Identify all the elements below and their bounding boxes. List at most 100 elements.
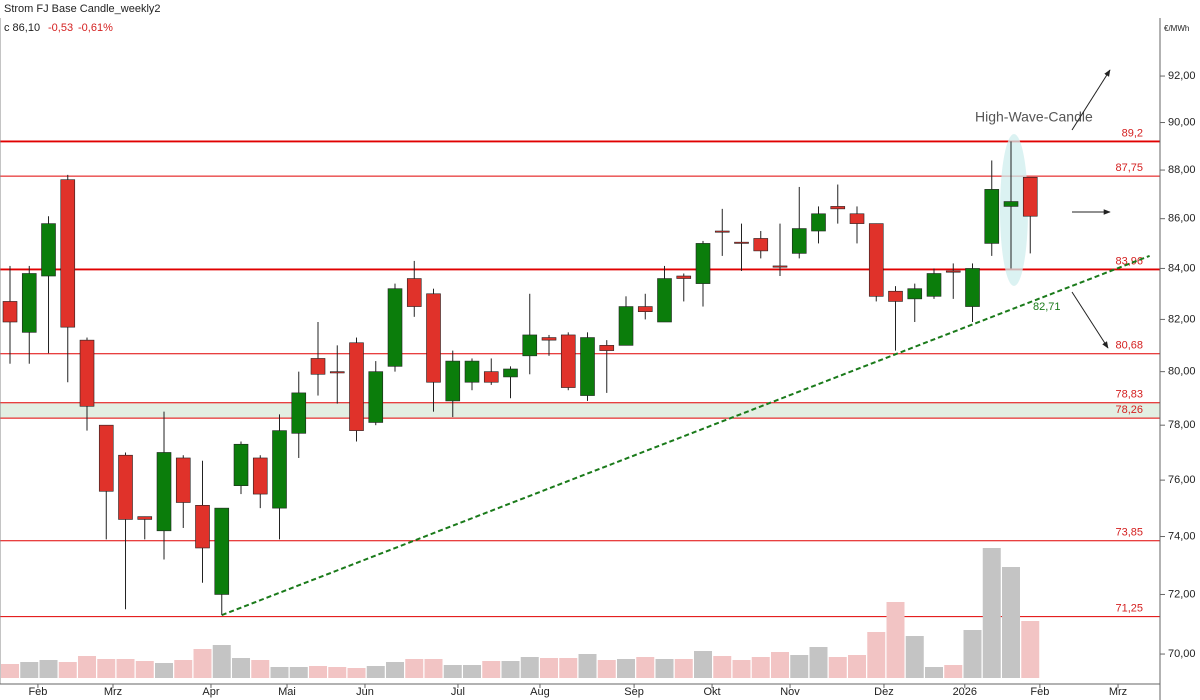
x-tick-label: Mrz <box>104 686 122 698</box>
candle-body <box>888 290 903 302</box>
volume-bar <box>1 664 20 678</box>
volume-bar <box>39 660 58 678</box>
candle-body <box>522 334 538 357</box>
candle-body <box>41 223 56 277</box>
volume-bar <box>78 656 97 678</box>
candle-body <box>464 360 480 383</box>
y-tick-label: 74,00 <box>1168 530 1196 542</box>
candle-body <box>310 358 326 375</box>
candle-body <box>734 241 749 244</box>
arrow-up <box>1071 69 1111 131</box>
volume-bar <box>366 666 385 678</box>
x-tick-label: Aug <box>530 686 550 698</box>
y-tick-label: 78,00 <box>1168 419 1196 431</box>
volume-bar <box>232 658 251 678</box>
volume-bar <box>559 658 578 678</box>
volume-bar <box>289 667 308 678</box>
change: -0,53 <box>48 22 73 34</box>
candle-body <box>560 334 576 388</box>
volume-bar <box>1002 567 1021 678</box>
candle-body <box>811 213 826 232</box>
volume-bar <box>790 655 809 678</box>
candle-body <box>965 268 980 307</box>
volume-bar <box>578 654 597 678</box>
volume-bar <box>347 668 366 678</box>
candle-body <box>849 213 865 224</box>
candle-body <box>791 228 807 254</box>
candle-body <box>387 288 403 367</box>
x-tick-label: Feb <box>28 686 47 698</box>
x-tick-label: Apr <box>202 686 219 698</box>
highlight-ellipse <box>1000 134 1028 286</box>
y-tick-label: 72,00 <box>1168 588 1196 600</box>
annotation: High-Wave-Candle <box>975 109 1093 125</box>
volume-bar <box>20 662 39 678</box>
candle-body <box>252 457 268 495</box>
x-tick-label: 2026 <box>953 686 977 698</box>
x-tick-label: Nov <box>780 686 800 698</box>
volume-bar <box>212 645 231 678</box>
candle-body <box>426 293 441 383</box>
level-label: 89,2 <box>1122 127 1143 139</box>
x-tick-label: Feb <box>1030 686 1049 698</box>
trendline-label: 82,71 <box>1033 301 1061 313</box>
unit-label: €/MWh <box>1164 24 1189 33</box>
candle-body <box>657 278 672 323</box>
volume-bar <box>828 657 847 678</box>
candle-body <box>926 273 942 297</box>
y-tick-label: 76,00 <box>1168 474 1196 486</box>
chart-title: Strom FJ Base Candle_weekly2 <box>4 3 161 15</box>
x-tick-label: Sep <box>624 686 644 698</box>
volume-bar <box>540 658 559 678</box>
volume-bar <box>905 636 924 678</box>
candle-body <box>503 368 518 378</box>
candle-body <box>272 430 287 509</box>
x-tick-label: Dez <box>874 686 894 698</box>
volume-bar <box>270 667 289 678</box>
candle-body <box>368 371 384 423</box>
volume-bar <box>424 659 443 678</box>
candle-body <box>445 360 461 402</box>
candle-body <box>156 452 172 532</box>
volume-bar <box>155 663 174 678</box>
candle-body <box>79 339 95 407</box>
candle-body <box>21 273 37 333</box>
volume-bar <box>97 659 116 678</box>
y-tick-label: 82,00 <box>1168 313 1196 325</box>
volume-bar <box>1021 621 1040 678</box>
candle-body <box>2 301 18 323</box>
x-tick-label: Jul <box>451 686 465 698</box>
candle-body <box>1022 176 1038 217</box>
volume-bar <box>193 649 212 678</box>
volume-bar <box>713 656 732 678</box>
close-label: c 86,10 <box>4 22 40 34</box>
x-tick-label: Mai <box>278 686 296 698</box>
volume-bar <box>482 661 501 678</box>
volume-bar <box>309 666 328 678</box>
volume-bar <box>655 659 674 678</box>
volume-bar <box>982 548 1001 678</box>
candle-body <box>907 288 923 300</box>
candle-body <box>98 424 114 492</box>
candle-body <box>772 265 788 268</box>
candle-body <box>753 238 769 252</box>
candle-body <box>695 243 711 284</box>
volume-bar <box>751 657 770 678</box>
candle-body <box>483 371 499 383</box>
candle-body <box>599 345 615 351</box>
volume-bar <box>771 652 790 678</box>
candle-body <box>868 223 884 297</box>
level-label: 87,75 <box>1115 162 1143 174</box>
candle-body <box>291 392 307 434</box>
volume-bar <box>251 660 270 678</box>
volume-bar <box>944 665 963 678</box>
candle-body <box>945 270 961 273</box>
candle-body <box>329 371 345 374</box>
candle-body <box>60 179 76 328</box>
y-tick-label: 86,00 <box>1168 213 1196 225</box>
volume-bar <box>963 630 982 678</box>
volume-bar <box>58 662 77 678</box>
volume-bar <box>848 655 867 678</box>
volume-bar <box>520 657 539 678</box>
